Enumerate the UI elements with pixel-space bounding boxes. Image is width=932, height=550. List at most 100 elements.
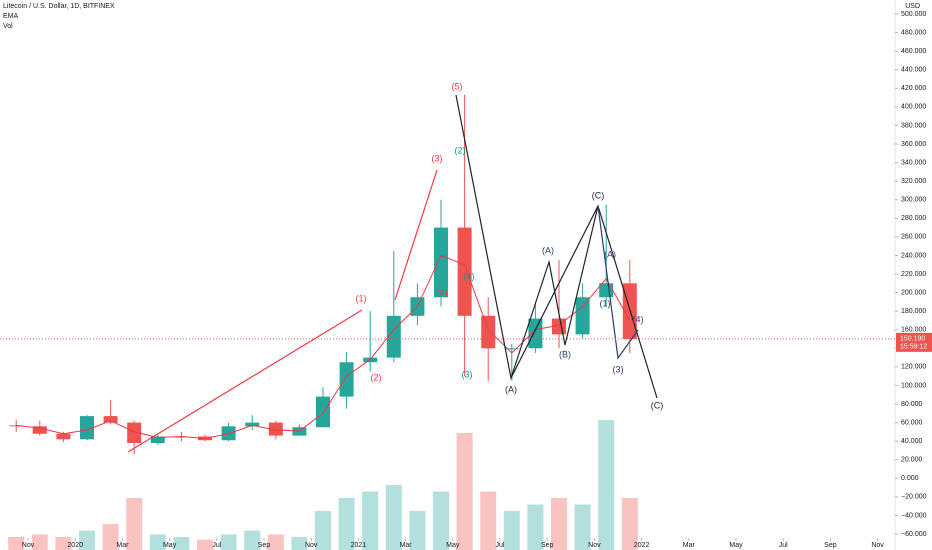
wave-label: (B) xyxy=(559,349,571,359)
wave-label: (C) xyxy=(651,400,664,410)
y-tick-label: 320.000 xyxy=(901,178,926,185)
y-tick-label: −40.000 xyxy=(901,512,927,519)
volume-bar xyxy=(291,537,308,550)
x-tick-label: Sep xyxy=(541,542,554,549)
x-tick-label: May xyxy=(163,542,177,549)
wave-label: (A) xyxy=(542,245,554,255)
x-tick-label: Nov xyxy=(871,542,884,549)
y-tick-label: 180.000 xyxy=(901,308,926,315)
volume-bar xyxy=(621,498,638,550)
volume-bar xyxy=(173,537,190,550)
candle-body xyxy=(103,416,118,423)
volume-bar xyxy=(362,491,379,550)
volume-bar xyxy=(244,530,261,550)
wave-label: (3) xyxy=(613,364,624,374)
y-tick-label: 300.000 xyxy=(901,197,926,204)
wave-line xyxy=(510,205,599,379)
candle-body xyxy=(504,348,519,350)
wave-line xyxy=(394,169,438,301)
x-tick-label: Jul xyxy=(779,542,788,549)
candle-body xyxy=(245,422,260,427)
y-tick-label: 500.000 xyxy=(901,11,926,18)
wave-line xyxy=(597,205,639,360)
y-tick-label: 380.000 xyxy=(901,122,926,129)
y-tick-label: 240.000 xyxy=(901,252,926,259)
candle-body xyxy=(150,436,165,444)
wave-label: (4) xyxy=(633,314,644,324)
y-tick-label: 100.000 xyxy=(901,382,926,389)
volume-bar xyxy=(79,530,95,550)
volume-bar xyxy=(385,485,402,550)
candle-body xyxy=(268,422,283,436)
x-tick-label: May xyxy=(446,542,460,549)
candle-body xyxy=(575,297,590,335)
volume-bar xyxy=(409,511,426,550)
volume-bar xyxy=(480,491,497,550)
y-tick-label: 160.000 xyxy=(901,327,926,334)
wave-label: (1) xyxy=(356,293,367,303)
x-tick-label: Jul xyxy=(212,542,221,549)
candle-body xyxy=(56,433,71,440)
candle-body xyxy=(316,396,330,428)
wave-label: (A) xyxy=(604,249,616,259)
wave-label: (C) xyxy=(592,190,605,200)
wave-line xyxy=(127,309,363,453)
volume-bar xyxy=(220,534,237,550)
candle-body xyxy=(80,416,94,440)
indicator-label: EMA xyxy=(3,13,19,20)
wave-label: (2) xyxy=(455,145,466,155)
currency-label: USD xyxy=(905,3,920,10)
x-tick-label: 2021 xyxy=(351,542,367,549)
x-tick-label: Nov xyxy=(588,542,601,549)
price-label: 150.190 xyxy=(900,336,925,343)
volume-bar xyxy=(31,534,48,550)
volume-bar xyxy=(267,534,284,550)
volume-bar xyxy=(197,539,213,550)
wave-label: (2) xyxy=(371,372,382,382)
x-tick-label: Mar xyxy=(116,542,129,549)
volume-bar xyxy=(456,433,473,550)
y-tick-label: 60.000 xyxy=(901,419,923,426)
wave-label: (3) xyxy=(462,369,473,379)
candle-body xyxy=(481,315,496,349)
volume-bar xyxy=(598,420,615,550)
wave-label: (1) xyxy=(600,298,611,308)
volume-bar xyxy=(102,524,119,550)
indicator-label: Vol xyxy=(3,23,13,30)
x-tick-label: 2022 xyxy=(634,542,650,549)
wave-label: (A) xyxy=(505,384,517,394)
wave-label: (3) xyxy=(432,153,443,163)
volume-bar xyxy=(149,534,166,550)
y-axis: 500.000 480.000 460.000 440.000 420.000 400.0… xyxy=(22,11,927,549)
y-tick-label: 200.000 xyxy=(901,289,926,296)
symbol-title: Litecoin / U.S. Dollar, 1D, BITFINEX xyxy=(3,3,115,10)
countdown-label: 15:59:12 xyxy=(900,344,927,351)
x-tick-label: Nov xyxy=(22,542,35,549)
price-badge xyxy=(896,332,932,352)
y-tick-label: −60.000 xyxy=(901,531,927,538)
x-tick-label: 2020 xyxy=(67,542,83,549)
candle-body xyxy=(457,227,472,316)
candle-body xyxy=(528,318,543,349)
y-tick-label: 440.000 xyxy=(901,67,926,74)
x-tick-label: Mar xyxy=(400,542,413,549)
x-tick-label: Sep xyxy=(824,542,837,549)
x-tick-label: May xyxy=(729,542,743,549)
volume-bar xyxy=(574,504,591,550)
wave-label: (4) xyxy=(437,287,448,297)
x-tick-label: Nov xyxy=(305,542,318,549)
y-tick-label: 40.000 xyxy=(901,438,923,445)
candle-body xyxy=(32,426,47,434)
volume-bar xyxy=(315,511,331,550)
y-tick-label: 340.000 xyxy=(901,159,926,166)
volume-bar xyxy=(527,504,544,550)
y-tick-label: 400.000 xyxy=(901,104,926,111)
y-tick-label: 20.000 xyxy=(901,457,923,464)
candle-body xyxy=(127,422,142,444)
x-tick-label: Mar xyxy=(683,542,696,549)
candle-body xyxy=(599,283,614,298)
x-tick-label: Sep xyxy=(258,542,271,549)
volume-bar xyxy=(8,537,25,550)
volume-bar xyxy=(551,498,567,550)
